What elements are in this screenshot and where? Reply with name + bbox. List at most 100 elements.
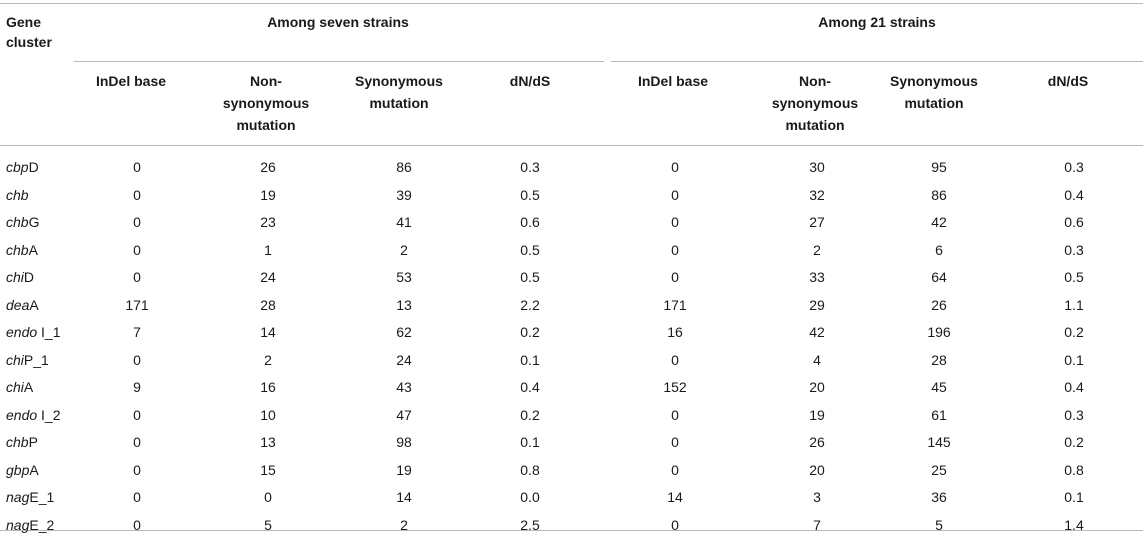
cell-seven-syn: 47: [396, 407, 412, 423]
cell-seven-nonsyn: 14: [260, 324, 276, 340]
gene-name-cell: cbpD: [6, 156, 39, 178]
cell-t21-syn: 86: [931, 187, 947, 203]
header-seven-nonsyn-line2: synonymous: [222, 95, 310, 111]
gene-name-cell: chbG: [6, 211, 39, 233]
cell-t21-dnds: 0.1: [1064, 352, 1084, 368]
cell-seven-indel: 0: [133, 517, 141, 533]
cell-seven-syn: 62: [396, 324, 412, 340]
gene-name-italic: cbp: [6, 159, 29, 175]
cell-seven-dnds: 0.1: [520, 434, 540, 450]
cell-seven-dnds: 0.3: [520, 159, 540, 175]
gene-name-cell: endo I_2: [6, 404, 61, 426]
header-seven-syn-line2: mutation: [369, 95, 429, 111]
header-21-dnds: dN/dS: [1047, 73, 1089, 89]
gene-name-cell: endo I_1: [6, 321, 61, 343]
cell-seven-syn: 14: [396, 489, 412, 505]
gene-name-cell: nagE_2: [6, 514, 54, 536]
cell-t21-dnds: 0.2: [1064, 324, 1084, 340]
header-21-nonsyn-line2: synonymous: [771, 95, 859, 111]
group-rule-seven: [74, 61, 604, 62]
cell-seven-syn: 24: [396, 352, 412, 368]
gene-name-suffix: P_1: [23, 352, 49, 368]
gene-name-cell: chbA: [6, 239, 38, 261]
cell-t21-dnds: 0.4: [1064, 379, 1084, 395]
cell-t21-syn: 196: [927, 324, 951, 340]
cell-t21-syn: 6: [935, 242, 943, 258]
cell-t21-syn: 5: [935, 517, 943, 533]
header-seven-syn-line1: Synonymous: [355, 73, 443, 89]
gene-name-cell: chiA: [6, 376, 33, 398]
gene-name-italic: endo: [6, 324, 38, 340]
cell-seven-syn: 43: [396, 379, 412, 395]
cell-seven-dnds: 0.5: [520, 269, 540, 285]
gene-name-cell: deaA: [6, 294, 39, 316]
cell-t21-indel: 0: [671, 214, 679, 230]
cell-seven-indel: 7: [133, 324, 141, 340]
gene-name-suffix: P: [28, 434, 38, 450]
cell-t21-syn: 25: [931, 462, 947, 478]
cell-t21-indel: 171: [663, 297, 687, 313]
gene-name-italic: chb: [6, 434, 29, 450]
bottom-rule: [0, 530, 1143, 531]
cell-t21-nonsyn: 33: [809, 269, 825, 285]
cell-t21-syn: 64: [931, 269, 947, 285]
cell-t21-dnds: 0.3: [1064, 159, 1084, 175]
cell-t21-nonsyn: 29: [809, 297, 825, 313]
cell-t21-dnds: 1.4: [1064, 517, 1084, 533]
header-21-indel: InDel base: [637, 73, 709, 89]
header-21-syn-line1: Synonymous: [890, 73, 978, 89]
cell-seven-nonsyn: 15: [260, 462, 276, 478]
gene-name-italic: chi: [6, 379, 24, 395]
gene-name-italic: nag: [6, 489, 30, 505]
header-seven-dnds: dN/dS: [509, 73, 551, 89]
cell-t21-dnds: 0.4: [1064, 187, 1084, 203]
gene-name-suffix: A: [29, 297, 39, 313]
cell-seven-nonsyn: 19: [260, 187, 276, 203]
cell-seven-nonsyn: 24: [260, 269, 276, 285]
cell-seven-nonsyn: 2: [264, 352, 272, 368]
cell-seven-nonsyn: 23: [260, 214, 276, 230]
cell-t21-dnds: 0.6: [1064, 214, 1084, 230]
cell-seven-indel: 9: [133, 379, 141, 395]
cell-seven-indel: 0: [133, 352, 141, 368]
cell-t21-nonsyn: 27: [809, 214, 825, 230]
cell-seven-dnds: 0.0: [520, 489, 540, 505]
cell-seven-syn: 2: [400, 517, 408, 533]
header-21-syn-line2: mutation: [904, 95, 964, 111]
gene-name-suffix: A: [23, 379, 34, 395]
cell-seven-nonsyn: 28: [260, 297, 276, 313]
gene-name-suffix: D: [28, 159, 39, 175]
cell-t21-dnds: 0.3: [1064, 407, 1084, 423]
cell-t21-indel: 152: [663, 379, 687, 395]
cell-t21-indel: 0: [671, 462, 679, 478]
gene-name-suffix: E_2: [29, 517, 55, 533]
cell-seven-syn: 86: [396, 159, 412, 175]
gene-name-italic: chi: [6, 269, 24, 285]
cell-t21-nonsyn: 20: [809, 462, 825, 478]
cell-seven-nonsyn: 5: [264, 517, 272, 533]
cell-t21-syn: 45: [931, 379, 947, 395]
cell-seven-dnds: 0.1: [520, 352, 540, 368]
gene-name-cell: chbP: [6, 431, 38, 453]
header-gene-cluster-line2: cluster: [6, 34, 52, 50]
cell-t21-nonsyn: 42: [809, 324, 825, 340]
cell-seven-dnds: 0.4: [520, 379, 540, 395]
cell-seven-dnds: 0.5: [520, 187, 540, 203]
cell-seven-nonsyn: 10: [260, 407, 276, 423]
cell-t21-syn: 42: [931, 214, 947, 230]
cell-seven-dnds: 2.2: [520, 297, 540, 313]
cell-seven-syn: 41: [396, 214, 412, 230]
cell-seven-indel: 0: [133, 269, 141, 285]
cell-seven-dnds: 0.8: [520, 462, 540, 478]
cell-seven-indel: 0: [133, 214, 141, 230]
gene-name-italic: endo: [6, 407, 38, 423]
cell-t21-dnds: 1.1: [1064, 297, 1084, 313]
cell-seven-syn: 13: [396, 297, 412, 313]
cell-t21-nonsyn: 20: [809, 379, 825, 395]
cell-t21-syn: 28: [931, 352, 947, 368]
cell-seven-syn: 98: [396, 434, 412, 450]
cell-t21-dnds: 0.2: [1064, 434, 1084, 450]
gene-name-italic: gbp: [6, 462, 30, 478]
cell-seven-syn: 19: [396, 462, 412, 478]
cell-seven-dnds: 0.6: [520, 214, 540, 230]
